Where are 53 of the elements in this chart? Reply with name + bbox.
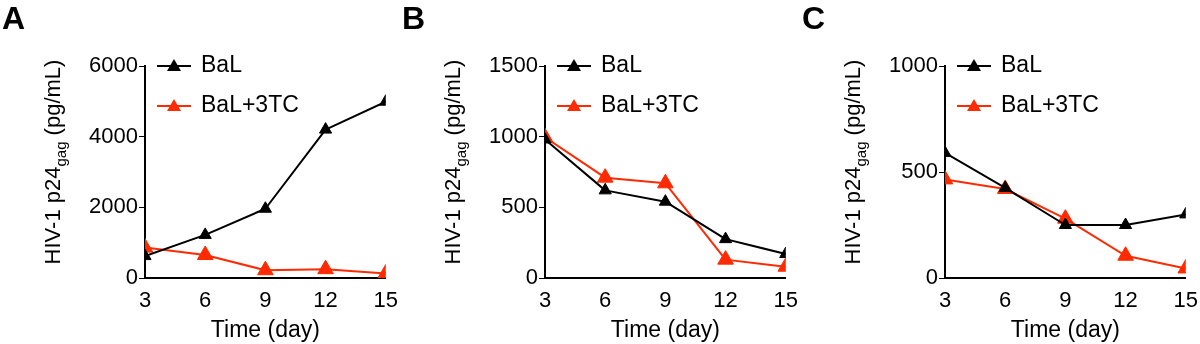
y-axis-title: HIV-1 p24gag (pg/mL) <box>440 59 469 265</box>
y-tick-label: 4000 <box>89 122 138 148</box>
x-axis-title: Time (day) <box>1010 315 1120 342</box>
chart-title: C <box>802 0 826 36</box>
point <box>196 245 214 261</box>
x-tick-label: 6 <box>199 287 212 313</box>
x-tick-label: 9 <box>259 287 272 313</box>
point <box>198 227 212 239</box>
legend-label: BaL+3TC <box>601 91 699 118</box>
x-tick-label: 3 <box>138 287 152 313</box>
x-tick-label: 6 <box>599 287 612 313</box>
x-tick-label: 15 <box>1173 287 1199 313</box>
y-tick-label: 0 <box>525 264 538 290</box>
x-tick-label: 15 <box>773 287 799 313</box>
legend-label: BaL <box>601 51 643 78</box>
point <box>658 194 672 206</box>
y-axis-title: HIV-1 p24gag (pg/mL) <box>40 59 69 265</box>
legend-label: BaL+3TC <box>201 91 299 118</box>
x-tick-label: 12 <box>313 287 338 313</box>
y-tick-label: 1000 <box>889 52 938 78</box>
y-tick-label: 0 <box>925 264 938 290</box>
point <box>596 168 614 183</box>
y-tick-label: 500 <box>901 158 938 184</box>
x-tick-label: 3 <box>538 287 552 313</box>
x-tick-label: 12 <box>1113 287 1138 313</box>
y-tick-label: 1000 <box>489 122 538 148</box>
y-tick-label: 0 <box>125 264 138 290</box>
x-axis-title: Time (day) <box>210 315 320 342</box>
point <box>258 201 272 213</box>
y-tick-label: 2000 <box>89 193 138 219</box>
x-tick-label: 9 <box>659 287 672 313</box>
x-tick-label: 3 <box>938 287 952 313</box>
legend-label: BaL <box>1001 51 1043 78</box>
y-tick-label: 1500 <box>489 52 538 78</box>
legend-label: BaL+3TC <box>1001 91 1099 118</box>
chart-title: A <box>2 0 26 36</box>
chart-title: B <box>402 0 426 36</box>
legend-label: BaL <box>201 51 243 78</box>
x-axis-title: Time (day) <box>610 315 720 342</box>
y-tick-label: 500 <box>501 193 538 219</box>
x-tick-label: 12 <box>713 287 738 313</box>
x-tick-label: 9 <box>1059 287 1072 313</box>
point <box>1058 217 1072 229</box>
x-tick-label: 15 <box>373 287 399 313</box>
point <box>317 259 334 275</box>
point <box>598 182 612 195</box>
point <box>257 260 274 276</box>
point <box>717 250 734 265</box>
point <box>657 173 674 189</box>
y-tick-label: 6000 <box>89 52 138 78</box>
point <box>1117 246 1134 261</box>
x-tick-label: 6 <box>999 287 1012 313</box>
y-axis-title: HIV-1 p24gag (pg/mL) <box>840 59 869 265</box>
